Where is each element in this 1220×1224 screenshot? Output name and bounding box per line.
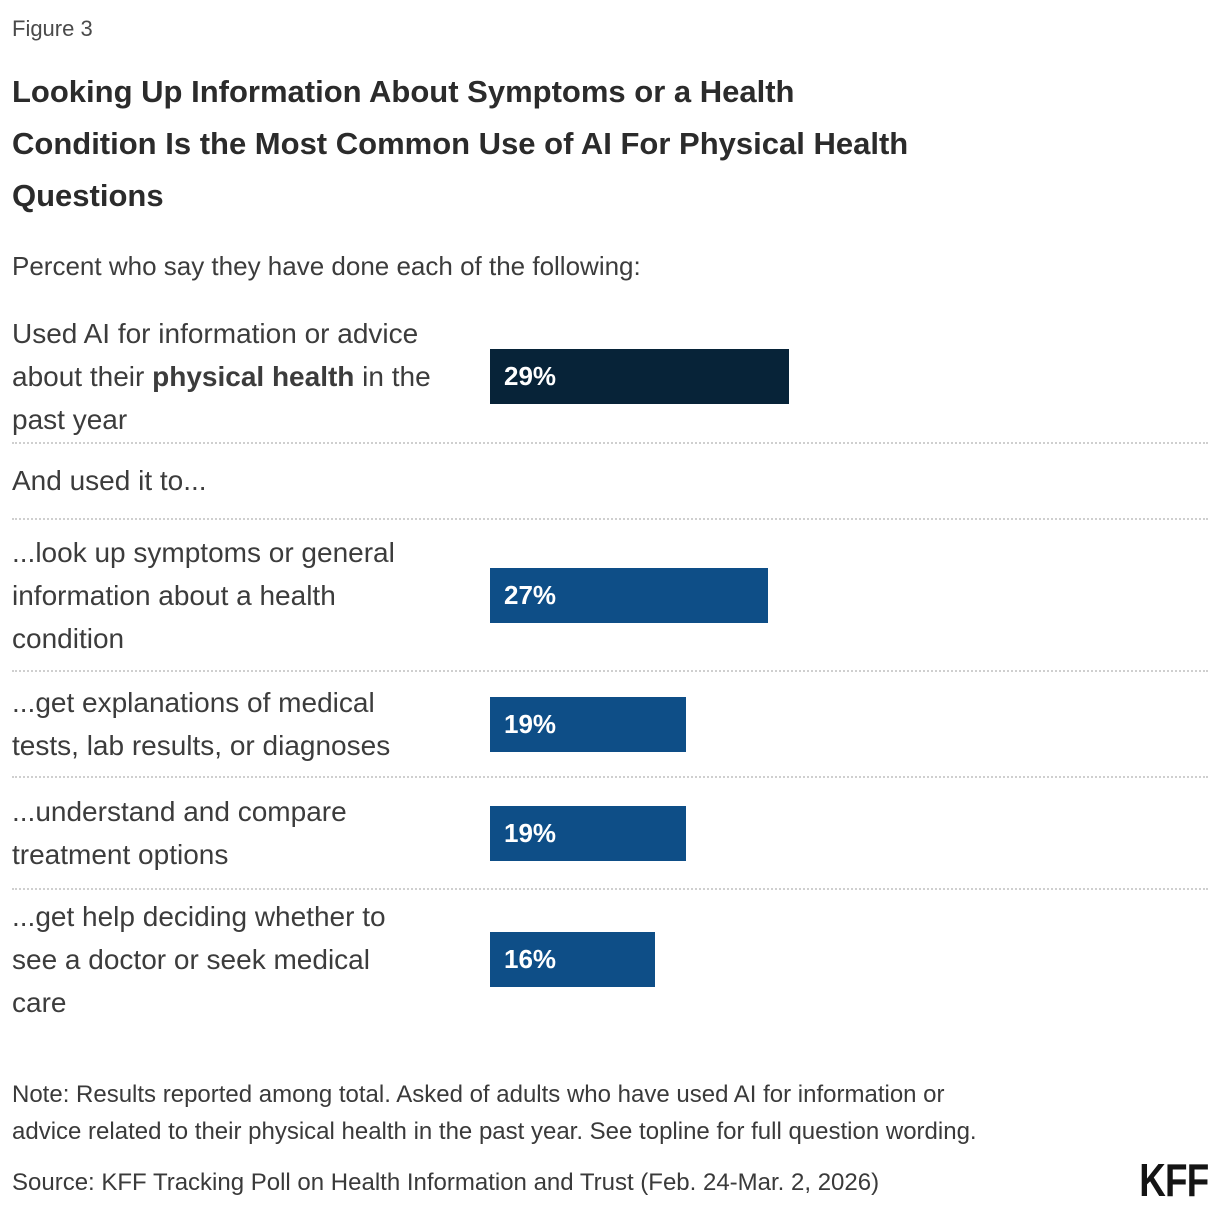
chart-title: Looking Up Information About Symptoms or…	[12, 66, 1192, 222]
row-separator	[12, 442, 1208, 444]
section-label: And used it to...	[12, 465, 207, 496]
chart-subtitle: Percent who say they have done each of t…	[12, 251, 641, 281]
bar-area: 27%	[432, 567, 1208, 623]
chart-row-deciding-care: ...get help deciding whether to see a do…	[12, 890, 1208, 1028]
bar-area: 19%	[432, 805, 1208, 861]
chart-row-treatment-options: ...understand and compare treatment opti…	[12, 778, 1208, 888]
bar-16-percent: 16%	[490, 931, 655, 987]
bar-area: 19%	[432, 696, 1208, 752]
row-label: ...look up symptoms or general informati…	[12, 536, 395, 654]
chart-row-physical-health: Used AI for information or advice about …	[12, 310, 1208, 442]
title-line-2: Condition Is the Most Common Use of AI F…	[12, 126, 909, 161]
bar-area: 29%	[432, 348, 1208, 404]
footnote-line-1: Note: Results reported among total. Aske…	[12, 1081, 945, 1108]
row-label-bold: physical health	[152, 360, 355, 392]
row-label: ...understand and compare treatment opti…	[12, 796, 347, 870]
title-line-3: Questions	[12, 178, 164, 213]
row-separator	[12, 776, 1208, 778]
row-label: Used AI for information or advice about …	[12, 312, 432, 441]
row-separator	[12, 518, 1208, 520]
bar-value-label: 19%	[504, 708, 557, 739]
chart-row-explanations: ...get explanations of medical tests, la…	[12, 672, 1208, 776]
bar-value-label: 29%	[504, 360, 557, 391]
row-separator	[12, 888, 1208, 890]
bar-value-label: 19%	[504, 817, 557, 848]
row-separator	[12, 670, 1208, 672]
bar-27-percent: 27%	[490, 567, 768, 623]
chart-section-row: And used it to...	[12, 444, 1208, 518]
bar-area: 16%	[432, 931, 1208, 987]
footnote: Note: Results reported among total. Aske…	[12, 1076, 1112, 1150]
bar-19-percent-treatment: 19%	[490, 805, 686, 861]
bar-value-label: 16%	[504, 943, 557, 974]
row-label-suffix: in the past year	[12, 360, 431, 435]
chart-row-look-up-symptoms: ...look up symptoms or general informati…	[12, 520, 1208, 670]
footer: Source: KFF Tracking Poll on Health Info…	[12, 1154, 1209, 1206]
bar-29-percent: 29%	[490, 348, 789, 404]
bar-chart: Used AI for information or advice about …	[12, 310, 1208, 1028]
row-label: ...get explanations of medical tests, la…	[12, 687, 391, 761]
row-label-prefix: Used AI for information or advice about …	[12, 317, 419, 392]
bar-19-percent-tests: 19%	[490, 696, 686, 752]
footnote-line-2: advice related to their physical health …	[12, 1118, 977, 1145]
kff-logo: KFF	[1138, 1154, 1209, 1206]
bar-value-label: 27%	[504, 579, 557, 610]
title-line-1: Looking Up Information About Symptoms or…	[12, 74, 795, 109]
source-credit: Source: KFF Tracking Poll on Health Info…	[12, 1169, 880, 1196]
row-label: ...get help deciding whether to see a do…	[12, 900, 386, 1018]
figure-label: Figure 3	[12, 16, 93, 41]
